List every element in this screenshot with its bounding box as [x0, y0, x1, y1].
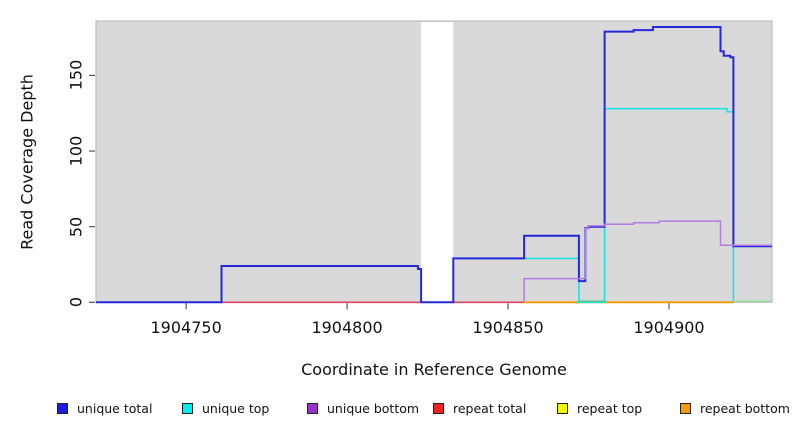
x-axis-title: Coordinate in Reference Genome: [301, 360, 567, 379]
legend-label: repeat top: [577, 400, 643, 416]
legend-label: unique bottom: [327, 400, 420, 416]
legend-item-unique-total: unique total: [57, 400, 153, 416]
legend-item-unique-bottom: unique bottom: [307, 400, 420, 416]
x-tick-label: 1904900: [633, 318, 705, 337]
legend-swatch-icon: [680, 402, 691, 414]
y-tick-label: 50: [66, 216, 86, 237]
legend-swatch-icon: [57, 402, 68, 414]
x-tick-label: 1904850: [472, 318, 544, 337]
y-tick-label: 150: [66, 60, 86, 91]
legend-swatch-icon: [557, 402, 568, 414]
legend-swatch-icon: [433, 402, 444, 414]
legend-swatch-icon: [307, 402, 318, 414]
legend-item-repeat-top: repeat top: [557, 400, 643, 416]
legend-label: repeat bottom: [700, 400, 790, 416]
legend-item-unique-top: unique top: [182, 400, 270, 416]
y-tick-label: 100: [66, 135, 86, 167]
no-data-band: [421, 22, 454, 303]
legend-swatch-icon: [182, 402, 193, 414]
x-tick-label: 1904800: [311, 318, 383, 337]
legend-label: unique total: [77, 400, 153, 416]
legend-label: unique top: [202, 400, 270, 416]
legend-item-repeat-bottom: repeat bottom: [680, 400, 790, 416]
x-tick-label: 1904750: [150, 318, 222, 337]
series-unique-bottom: [523, 220, 772, 302]
legend-item-repeat-total: repeat total: [433, 400, 527, 416]
legend-label: repeat total: [453, 400, 527, 416]
y-axis-title: Read Coverage Depth: [17, 73, 37, 250]
y-tick-label: 0: [66, 297, 86, 308]
